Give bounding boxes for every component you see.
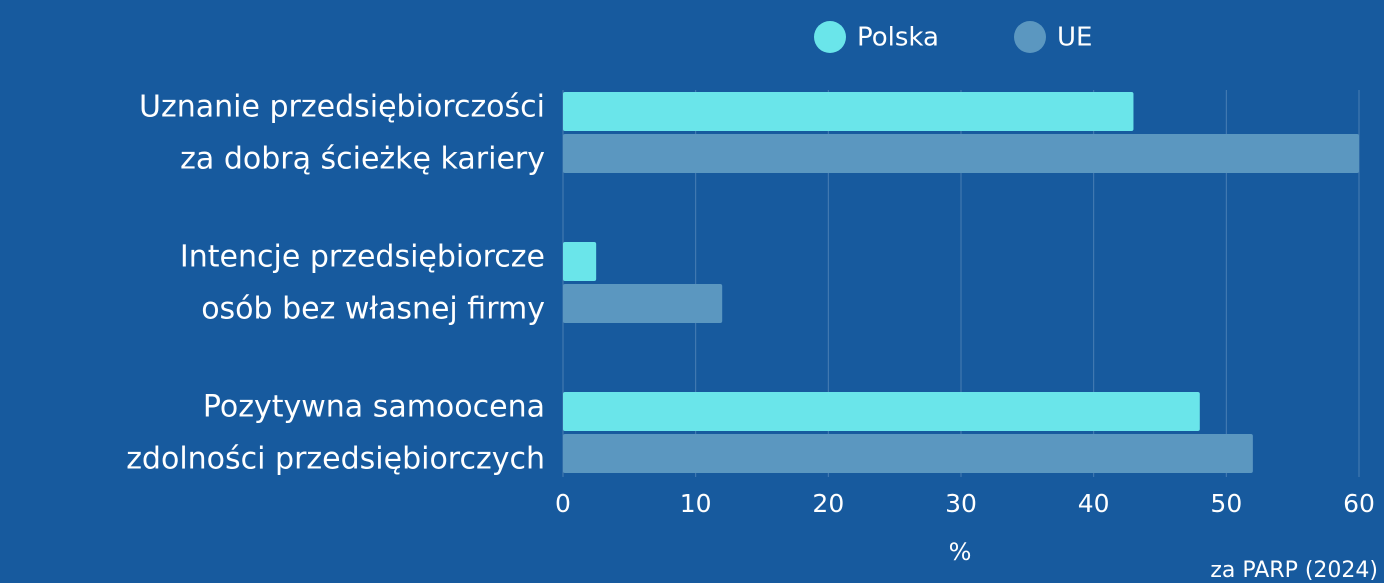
x-tick-label: 0 bbox=[555, 489, 571, 518]
bar bbox=[563, 392, 1200, 431]
bar bbox=[563, 92, 1134, 131]
legend-marker bbox=[814, 21, 846, 53]
bar bbox=[563, 242, 597, 281]
category-label: Uznanie przedsiębiorczości bbox=[139, 90, 545, 125]
x-axis-label: % bbox=[949, 538, 972, 566]
source: za PARP (2024) bbox=[1210, 558, 1378, 583]
bar bbox=[563, 134, 1359, 173]
x-tick-label: 60 bbox=[1343, 489, 1375, 518]
legend-marker bbox=[1014, 21, 1046, 53]
category-label: zdolności przedsiębiorczych bbox=[126, 442, 545, 477]
bar bbox=[563, 284, 723, 323]
x-tick-label: 10 bbox=[680, 489, 712, 518]
category-label: Pozytywna samoocena bbox=[203, 390, 545, 425]
x-tick-label: 40 bbox=[1078, 489, 1110, 518]
x-tick-label: 30 bbox=[945, 489, 977, 518]
x-tick-label: 20 bbox=[812, 489, 844, 518]
category-label: Intencje przedsiębiorcze bbox=[180, 240, 545, 275]
bar bbox=[563, 434, 1253, 473]
category-label: osób bez własnej firmy bbox=[201, 292, 545, 327]
legend-label: UE bbox=[1057, 23, 1092, 53]
x-tick-label: 50 bbox=[1210, 489, 1242, 518]
category-label: za dobrą ścieżkę kariery bbox=[180, 142, 545, 177]
legend-label: Polska bbox=[857, 23, 939, 53]
